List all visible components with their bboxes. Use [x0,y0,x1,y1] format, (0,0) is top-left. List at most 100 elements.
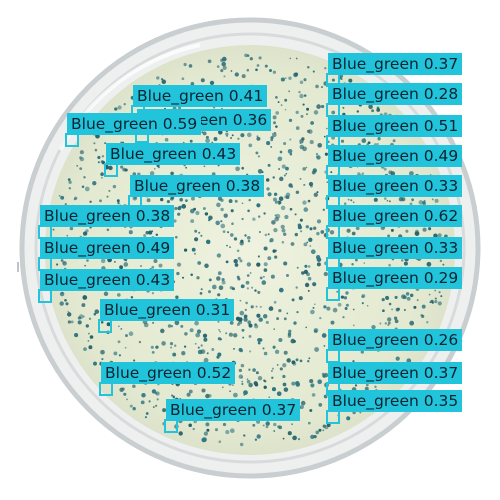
colony-dot [409,171,414,176]
colony-dot [274,214,277,217]
colony-dot [312,282,317,287]
colony-dot [244,308,247,311]
colony-dot [249,350,252,353]
colony-dot [262,424,265,427]
colony-dot [359,411,362,414]
detection-box [99,382,113,396]
colony-dot [307,289,310,292]
colony-dot [143,234,147,237]
colony-dot [65,302,69,306]
colony-dot [183,62,187,67]
colony-dot [278,196,284,202]
colony-dot [189,328,194,333]
colony-dot [229,390,231,393]
colony-dot [301,137,305,141]
colony-dot [310,309,315,315]
colony-dot [160,78,164,81]
colony-dot [297,225,302,230]
colony-dot [278,337,283,343]
colony-dot [81,185,85,189]
colony-dot [305,326,308,329]
colony-dot [371,109,375,113]
colony-dot [128,331,134,336]
colony-dot [310,383,315,388]
colony-dot [278,425,283,430]
colony-dot [286,274,289,277]
colony-dot [265,421,270,426]
colony-dot [183,248,188,252]
colony-dot [88,317,92,320]
colony-dot [324,66,327,70]
colony-dot [405,229,409,233]
colony-dot [331,78,335,82]
colony-dot [249,57,253,61]
colony-dot [440,295,443,298]
colony-dot [237,277,241,281]
detection-box [104,163,118,177]
colony-dot [314,347,319,352]
colony-dot [434,300,438,304]
colony-dot [60,259,64,262]
colony-dot [145,412,149,415]
colony-dot [276,317,280,321]
colony-dot [112,184,117,189]
colony-dot [220,220,223,223]
colony-dot [246,262,252,267]
colony-dot [439,259,443,263]
colony-dot [156,398,159,401]
colony-dot [271,220,276,225]
colony-dot [185,166,187,169]
colony-dot [347,198,350,201]
colony-dot [218,440,222,444]
colony-dot [256,136,261,141]
colony-dot [204,263,209,269]
colony-dot [431,198,434,201]
colony-dot [346,228,351,233]
colony-dot [422,201,427,206]
colony-dot [366,304,369,307]
colony-dot [342,316,345,319]
detection-label: Blue_green 0.49 [40,237,175,259]
colony-dot [192,427,195,431]
colony-dot [344,307,348,310]
colony-dot [317,142,323,148]
colony-dot [309,409,313,412]
colony-dot [257,255,260,258]
colony-dot [230,137,233,139]
colony-dot [316,231,320,236]
colony-dot [283,232,287,236]
colony-dot [189,139,193,143]
colony-dot [280,205,286,211]
colony-dot [239,299,242,302]
colony-dot [81,303,86,308]
colony-dot [311,170,316,175]
colony-dot [77,320,82,325]
colony-dot [103,291,109,297]
colony-dot [271,387,277,392]
colony-dot [269,69,272,72]
colony-dot [295,190,300,195]
colony-dot [132,407,136,411]
colony-dot [263,275,265,278]
colony-dot [194,342,197,345]
colony-dot [323,271,328,277]
colony-dot [263,212,266,215]
colony-dot [258,317,263,322]
colony-dot [213,137,218,141]
colony-dot [345,303,349,307]
colony-dot [248,198,251,202]
colony-dot [201,131,204,134]
colony-dot [355,226,360,231]
colony-dot [258,231,261,233]
colony-dot [306,107,310,111]
colony-dot [243,314,248,319]
colony-dot [377,143,379,145]
colony-dot [151,389,157,394]
colony-dot [188,389,193,394]
colony-dot [258,338,263,342]
colony-dot [288,118,293,123]
colony-dot [238,368,243,373]
colony-dot [309,227,313,231]
colony-dot [310,434,315,440]
colony-dot [225,332,228,335]
